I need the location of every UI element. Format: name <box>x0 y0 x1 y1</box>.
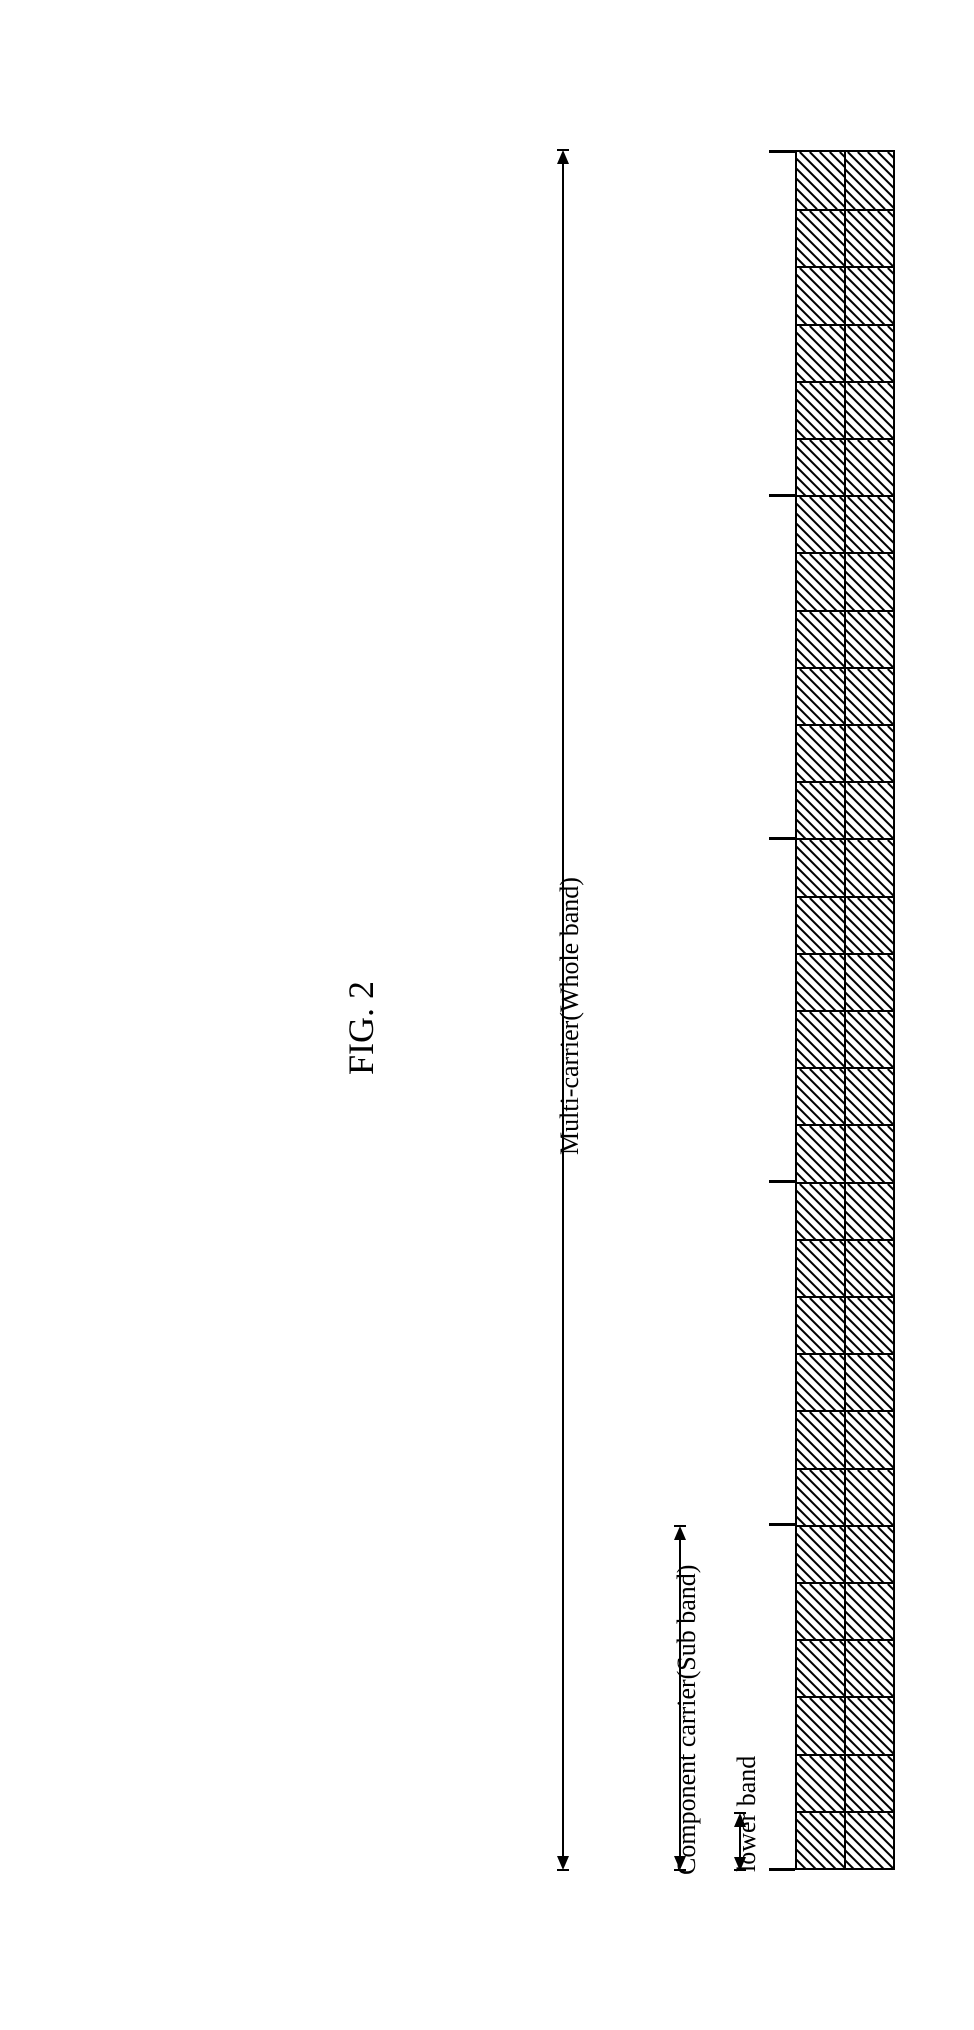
component-carrier-arrow-line <box>679 1538 681 1858</box>
band-cell <box>797 953 845 1010</box>
band-cell <box>845 1353 893 1410</box>
figure-title: FIG. 2 <box>340 981 382 1075</box>
multi-carrier-arrow-line <box>562 162 564 1858</box>
carrier-boundary-tick <box>769 150 795 153</box>
band-cell <box>845 1696 893 1753</box>
band-cell <box>797 610 845 667</box>
band-cell <box>797 1296 845 1353</box>
component-carrier-label: Component carrier(Sub band) <box>672 1565 702 1875</box>
band-cell <box>845 495 893 552</box>
band-cell <box>797 1696 845 1753</box>
band-cell <box>797 667 845 724</box>
band-cell <box>797 1525 845 1582</box>
band-cell <box>797 1754 845 1811</box>
band-cell <box>845 438 893 495</box>
band-cell <box>845 1639 893 1696</box>
band-cell <box>797 266 845 323</box>
band-cell <box>845 1410 893 1467</box>
band-cell <box>797 1639 845 1696</box>
band-cell <box>845 838 893 895</box>
band-cell <box>797 1067 845 1124</box>
band-cell <box>845 953 893 1010</box>
component-carrier-arrow-head-top <box>674 1526 686 1540</box>
band-cell <box>845 1811 893 1868</box>
band-cell <box>797 1468 845 1525</box>
carrier-boundary-tick <box>769 837 795 840</box>
band-cell <box>845 1182 893 1239</box>
band-cell <box>797 1124 845 1181</box>
band-cell <box>845 1754 893 1811</box>
band-cell <box>845 1239 893 1296</box>
lower-band-arrow-line <box>739 1824 741 1858</box>
band-cell <box>797 781 845 838</box>
multi-carrier-arrow-head-top <box>557 150 569 164</box>
carrier-boundary-tick <box>769 494 795 497</box>
carrier-boundary-tick <box>769 1180 795 1183</box>
band-cell <box>797 209 845 266</box>
band-cell <box>845 1124 893 1181</box>
band-cell <box>845 781 893 838</box>
band-cell <box>845 381 893 438</box>
band-cell <box>797 1239 845 1296</box>
band-cell <box>797 1811 845 1868</box>
band-cell <box>797 1582 845 1639</box>
band-cell <box>845 1067 893 1124</box>
tick <box>557 149 569 151</box>
band-cell <box>797 838 845 895</box>
band-cell <box>845 152 893 209</box>
band-cell <box>845 1468 893 1525</box>
multi-carrier-arrow-head-bottom <box>557 1856 569 1870</box>
band-cell <box>845 552 893 609</box>
band-cell <box>797 1410 845 1467</box>
band-cell <box>797 552 845 609</box>
page: FIG. 2 Multi-carrier(Whole band) Compone… <box>0 0 974 2030</box>
band-cell <box>797 1182 845 1239</box>
band-cell <box>845 724 893 781</box>
band-cell <box>845 896 893 953</box>
band-cell <box>845 324 893 381</box>
carrier-boundary-tick <box>769 1523 795 1526</box>
tick <box>674 1869 686 1871</box>
band-cell <box>845 209 893 266</box>
band-cell <box>797 152 845 209</box>
band-cell <box>797 324 845 381</box>
band-cell <box>797 1010 845 1067</box>
band-cell <box>845 1010 893 1067</box>
band-cell <box>797 381 845 438</box>
band-cell <box>845 667 893 724</box>
tick <box>734 1869 746 1871</box>
carrier-boundary-tick <box>769 1868 795 1871</box>
band-cell <box>797 896 845 953</box>
band-cell <box>845 266 893 323</box>
band-cell <box>797 724 845 781</box>
band-cell <box>845 1296 893 1353</box>
band-cell <box>797 438 845 495</box>
band-cell <box>845 1582 893 1639</box>
band-cell <box>845 1525 893 1582</box>
grid-inner <box>797 152 893 1868</box>
tick <box>674 1525 686 1527</box>
tick <box>734 1812 746 1814</box>
multi-carrier-label: Multi-carrier(Whole band) <box>555 877 585 1155</box>
band-grid <box>795 150 895 1870</box>
band-cell <box>797 495 845 552</box>
lower-band-arrow-head-top <box>734 1813 746 1827</box>
component-carrier-arrow-head-bottom <box>674 1856 686 1870</box>
band-cell <box>797 1353 845 1410</box>
band-cell <box>845 610 893 667</box>
tick <box>557 1869 569 1871</box>
